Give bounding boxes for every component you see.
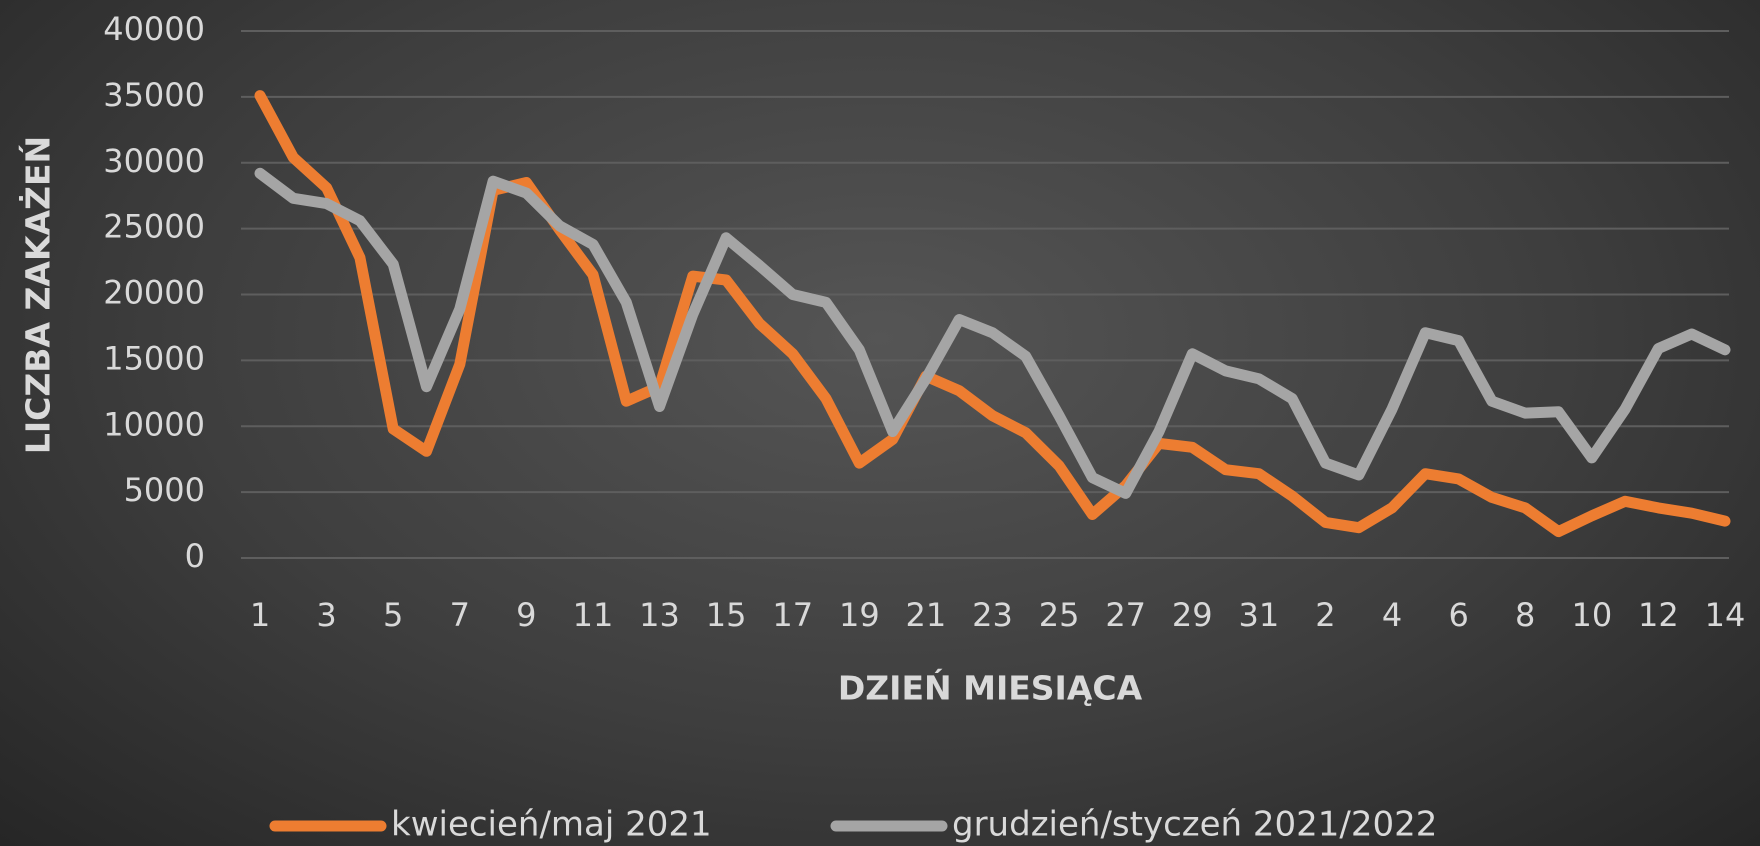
x-tick-label: 23 [972,596,1013,634]
y-tick-label: 5000 [124,471,205,509]
x-tick-label: 6 [1448,596,1468,634]
x-tick-label: 29 [1172,596,1213,634]
legend-label: kwiecień/maj 2021 [391,805,712,845]
x-tick-label: 11 [573,596,614,634]
x-tick-label: 9 [516,596,536,634]
y-axis-title: LICZBA ZAKAŻEŃ [18,136,58,454]
y-tick-label: 25000 [103,208,205,246]
x-tick-label: 5 [383,596,403,634]
y-tick-label: 15000 [103,339,205,377]
x-tick-label: 15 [706,596,747,634]
x-tick-label: 4 [1382,596,1402,634]
x-tick-label: 25 [1039,596,1080,634]
y-tick-label: 20000 [103,274,205,312]
x-tick-label: 3 [316,596,336,634]
x-tick-label: 1 [250,596,270,634]
series-line [254,167,1731,499]
y-tick-label: 0 [185,537,205,575]
y-tick-label: 30000 [103,142,205,180]
x-tick-label: 12 [1638,596,1679,634]
legend-label: grudzień/styczeń 2021/2022 [952,805,1437,845]
x-axis-title: DZIEŃ MIESIĄCA [838,668,1143,708]
x-tick-label: 17 [772,596,813,634]
x-tick-label: 7 [450,596,470,634]
y-tick-label: 35000 [103,76,205,114]
x-tick-label: 27 [1105,596,1146,634]
y-tick-label: 10000 [103,405,205,443]
x-tick-label: 10 [1571,596,1612,634]
x-tick-label: 19 [839,596,880,634]
x-tick-label: 8 [1515,596,1535,634]
x-tick-label: 13 [639,596,680,634]
y-tick-label: 40000 [103,10,205,48]
x-tick-label: 14 [1705,596,1746,634]
x-tick-label: 21 [906,596,947,634]
x-tick-label: 31 [1239,596,1280,634]
series-line [254,90,1731,538]
x-tick-label: 2 [1315,596,1335,634]
